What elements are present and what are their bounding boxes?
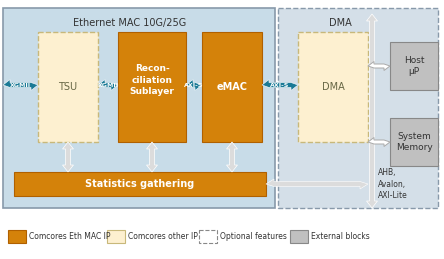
Text: DMA: DMA: [321, 82, 345, 92]
Text: XGMII: XGMII: [10, 83, 31, 88]
Text: DMA: DMA: [329, 18, 351, 28]
Text: Statistics gathering: Statistics gathering: [85, 179, 194, 189]
Text: AXI-S: AXI-S: [270, 83, 289, 88]
Text: XGMII: XGMII: [97, 83, 119, 88]
Polygon shape: [3, 80, 38, 90]
Bar: [3, 8, 275, 208]
Bar: [298, 32, 368, 142]
Text: Comcores other IP: Comcores other IP: [128, 232, 198, 241]
Text: Host
μP: Host μP: [404, 56, 424, 76]
Text: TSU: TSU: [59, 82, 78, 92]
Bar: [118, 32, 186, 142]
Text: AHB,
Avalon,
AXI-Lite: AHB, Avalon, AXI-Lite: [378, 168, 408, 200]
Bar: [278, 8, 438, 208]
Polygon shape: [63, 142, 74, 172]
Bar: [290, 230, 309, 243]
Bar: [390, 42, 438, 90]
Text: Ethernet MAC 10G/25G: Ethernet MAC 10G/25G: [73, 18, 186, 28]
Polygon shape: [98, 80, 118, 90]
Polygon shape: [186, 80, 202, 90]
Text: System
Memory: System Memory: [396, 132, 432, 152]
Polygon shape: [262, 80, 298, 90]
Polygon shape: [366, 14, 377, 208]
Text: AXI-S: AXI-S: [184, 83, 204, 88]
Bar: [107, 230, 125, 243]
Polygon shape: [226, 142, 238, 172]
Bar: [14, 172, 266, 196]
Bar: [202, 32, 262, 142]
Text: Optional features: Optional features: [220, 232, 287, 241]
Bar: [199, 230, 217, 243]
Polygon shape: [368, 61, 390, 70]
Text: External blocks: External blocks: [311, 232, 370, 241]
Bar: [8, 230, 26, 243]
Text: Recon-
ciliation
Sublayer: Recon- ciliation Sublayer: [130, 64, 174, 96]
Polygon shape: [368, 138, 390, 147]
Bar: [390, 118, 438, 166]
Bar: [38, 32, 98, 142]
Polygon shape: [147, 142, 158, 172]
Polygon shape: [266, 179, 368, 189]
Text: eMAC: eMAC: [217, 82, 247, 92]
Text: Comcores Eth MAC IP: Comcores Eth MAC IP: [29, 232, 111, 241]
